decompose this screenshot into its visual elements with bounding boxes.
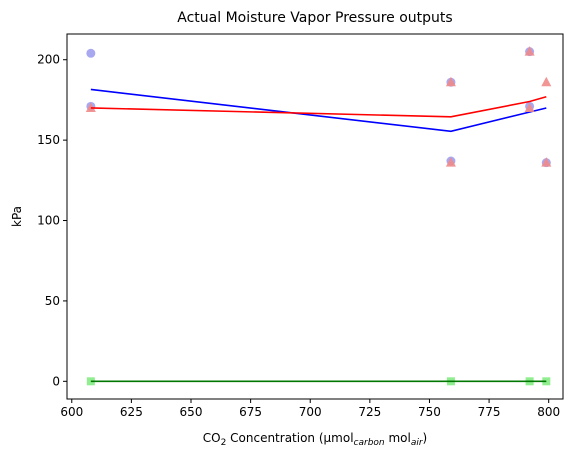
y-tick-label: 50 <box>45 294 60 308</box>
data-point <box>445 157 456 167</box>
data-point <box>85 102 96 112</box>
x-label-sub-air: air <box>411 438 424 448</box>
x-tick-label: 600 <box>60 405 83 419</box>
x-label-sub-carbon: carbon <box>354 438 385 448</box>
x-tick-label: 625 <box>120 405 143 419</box>
x-label-suffix: ) <box>423 431 428 445</box>
y-tick-label: 150 <box>37 133 60 147</box>
x-tick-label: 800 <box>537 405 560 419</box>
x-label-sub-2: 2 <box>221 438 227 448</box>
chart-title: Actual Moisture Vapor Pressure outputs <box>177 10 452 26</box>
x-label-prefix: CO <box>203 431 221 445</box>
data-point <box>524 46 535 56</box>
y-axis-label: kPa <box>10 206 24 227</box>
x-tick-label: 700 <box>299 405 322 419</box>
x-label-mid2: mol <box>385 431 411 445</box>
series-layer <box>85 46 552 386</box>
y-tick-label: 100 <box>37 214 60 228</box>
y-tick-label: 0 <box>52 374 60 388</box>
x-tick-label: 775 <box>478 405 501 419</box>
data-point <box>524 102 535 112</box>
y-tick-label: 200 <box>37 53 60 67</box>
x-axis-label: CO2 Concentration (µmolcarbon molair) <box>203 431 427 448</box>
x-tick-label: 650 <box>180 405 203 419</box>
series-line <box>90 88 547 133</box>
series-2 <box>85 46 552 167</box>
series-line <box>90 95 547 118</box>
data-point <box>86 48 96 58</box>
x-tick-label: 725 <box>358 405 381 419</box>
series-1 <box>86 47 551 168</box>
axes-layer: 600 625 650 675 700 725 750 775 800 0 50 100 150 200 <box>37 53 560 419</box>
plot-area <box>66 33 564 400</box>
x-tick-label: 675 <box>239 405 262 419</box>
data-point <box>541 76 552 87</box>
x-tick-label: 750 <box>418 405 441 419</box>
x-label-mid: Concentration (µmol <box>226 431 353 445</box>
series-3 <box>86 377 551 386</box>
data-point <box>445 76 456 87</box>
data-point <box>541 157 552 167</box>
plot-frame <box>66 33 564 400</box>
